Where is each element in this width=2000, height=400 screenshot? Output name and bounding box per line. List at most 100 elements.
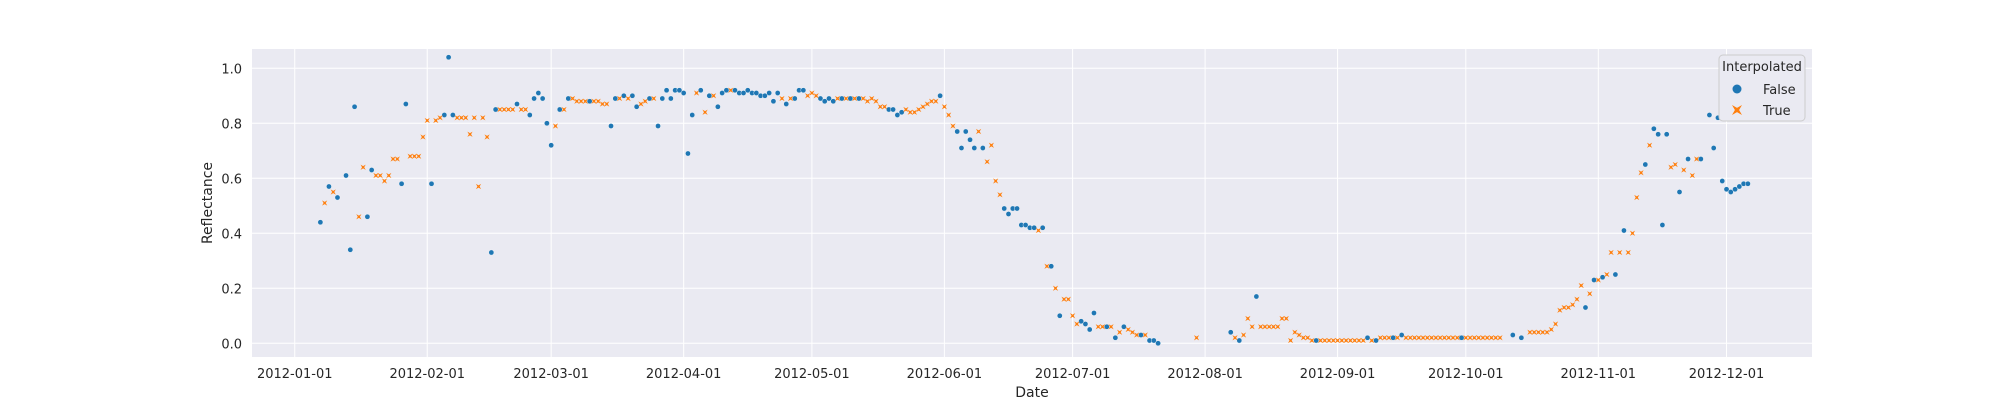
point-true	[779, 95, 785, 102]
point-true	[1433, 335, 1439, 341]
point-false	[1103, 323, 1110, 330]
point-false	[732, 87, 738, 94]
point-true	[651, 95, 657, 102]
point-true	[1052, 285, 1059, 291]
point-true	[1035, 227, 1042, 234]
point-false	[830, 98, 837, 105]
point-false	[1091, 310, 1097, 316]
point-true	[484, 134, 490, 140]
point-true	[467, 131, 473, 137]
point-false	[1227, 329, 1234, 336]
point-true	[1070, 313, 1076, 319]
tick-labels: 2012-01-01 2012-02-01 2012-03-01 2012-04-01…	[221, 62, 1764, 382]
point-true	[916, 106, 922, 113]
point-true	[1386, 335, 1392, 341]
point-false	[753, 90, 760, 96]
plot-area	[252, 49, 1812, 357]
point-false	[326, 183, 332, 190]
point-true	[1262, 324, 1268, 330]
point-true	[1604, 271, 1610, 278]
point-true	[1629, 230, 1636, 236]
point-false	[531, 95, 537, 102]
point-false	[1518, 334, 1525, 341]
x-axis-label: Date	[1015, 385, 1048, 400]
y-tick-label: 0.0	[221, 337, 242, 352]
point-true	[1480, 335, 1486, 341]
point-false	[1599, 274, 1606, 281]
point-false	[492, 106, 499, 113]
point-false	[403, 101, 409, 107]
point-false	[1138, 332, 1144, 338]
point-false	[347, 246, 354, 253]
point-false	[1086, 326, 1093, 333]
point-false	[544, 120, 550, 127]
point-true	[860, 95, 866, 102]
point-true	[1493, 335, 1499, 341]
point-false	[971, 145, 978, 151]
point-false	[1253, 293, 1260, 300]
x-tick-label: 2012-02-01	[389, 367, 465, 382]
point-false	[1056, 312, 1063, 319]
point-true	[599, 101, 606, 107]
point-false	[586, 98, 593, 105]
point-false	[1313, 337, 1320, 344]
x-tick-label: 2012-09-01	[1300, 367, 1376, 382]
point-false	[1745, 180, 1751, 187]
point-false	[629, 92, 636, 99]
point-true	[1296, 332, 1302, 338]
y-tick-label: 0.6	[221, 172, 242, 187]
y-tick-label: 1.0	[221, 62, 242, 77]
point-true	[1565, 304, 1571, 311]
point-false	[839, 95, 845, 102]
point-true	[518, 106, 524, 113]
point-false	[770, 98, 777, 105]
point-false	[364, 213, 371, 220]
point-true	[1446, 335, 1452, 341]
point-false	[351, 103, 358, 110]
point-true	[950, 123, 956, 129]
point-true	[1634, 194, 1640, 201]
point-true	[1497, 335, 1503, 341]
point-false	[1698, 156, 1704, 162]
point-true	[1129, 329, 1136, 335]
legend-label-false: False	[1763, 83, 1796, 98]
point-true	[903, 106, 909, 113]
point-true	[852, 95, 858, 102]
point-true	[1437, 335, 1443, 341]
point-true	[360, 164, 366, 170]
point-true	[595, 98, 601, 104]
point-true	[1283, 315, 1289, 322]
legend-label-true: True	[1762, 104, 1791, 119]
point-true	[1305, 335, 1311, 341]
point-true	[1681, 167, 1687, 173]
point-true	[1258, 324, 1264, 330]
x-tick-label: 2012-05-01	[774, 367, 850, 382]
point-true	[1343, 337, 1349, 344]
point-true	[638, 101, 644, 107]
point-true	[433, 117, 439, 124]
point-true	[1411, 335, 1418, 341]
point-false	[954, 128, 961, 135]
point-true	[642, 98, 648, 104]
point-true	[616, 95, 623, 102]
point-true	[394, 156, 400, 162]
point-false	[1710, 145, 1717, 151]
point-true	[787, 95, 794, 102]
point-true	[1142, 332, 1148, 338]
point-true	[552, 123, 559, 129]
x-tick-label: 2012-04-01	[646, 367, 722, 382]
point-false	[514, 101, 520, 107]
point-false	[706, 92, 713, 99]
point-true	[1394, 335, 1401, 341]
point-true	[475, 183, 482, 190]
point-true	[1356, 337, 1362, 344]
x-tick-label: 2012-06-01	[907, 367, 983, 382]
point-true	[561, 106, 567, 113]
point-false	[740, 90, 747, 96]
point-false	[689, 112, 696, 118]
point-true	[386, 172, 392, 179]
point-true	[864, 98, 871, 104]
point-false	[1236, 337, 1243, 344]
point-false	[659, 95, 666, 102]
